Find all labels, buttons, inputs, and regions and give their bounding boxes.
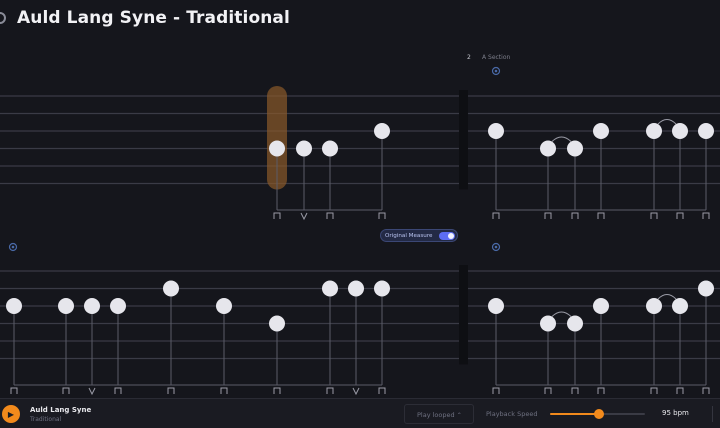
note-head [567,140,583,157]
note-head [374,123,390,139]
note-head [163,280,179,297]
section-label: A Section [482,54,511,61]
note-head [58,298,74,314]
downstroke-icon [650,212,658,219]
downstroke-icon [167,387,175,394]
speed-slider-handle[interactable] [594,409,605,419]
downstroke-icon [378,212,386,219]
note-head [540,315,556,332]
downstroke-icon [326,387,334,394]
note-head [593,123,609,139]
measure-marker-dot [11,245,15,249]
toggle-label: Original Measure [385,232,433,239]
note-head [322,140,338,157]
note-tie [657,119,677,125]
note-head [593,298,609,314]
note-head [698,280,714,297]
note-head [216,298,232,314]
play-button[interactable]: ▶ [2,405,20,423]
page-title: Auld Lang Syne - Traditional [17,8,290,28]
downstroke-icon [220,387,228,394]
note-head [646,298,662,314]
downstroke-icon [650,387,658,394]
downstroke-icon [676,212,684,219]
note-tie [551,311,572,317]
note-head [269,315,285,332]
note-tie [657,294,677,300]
back-circle-icon[interactable] [0,12,6,24]
note-head [269,140,285,157]
note-head [488,298,504,314]
player-bar: ▶ Auld Lang Syne Traditional Play looped… [0,398,720,428]
downstroke-icon [378,387,386,394]
downstroke-icon [62,387,70,394]
upstroke-icon [88,387,96,396]
measure-number: 2 [467,54,471,61]
downstroke-icon [597,387,605,394]
tablature-canvas [0,66,720,396]
note-head [488,123,504,139]
note-head [672,123,688,139]
speed-slider[interactable] [550,409,645,419]
downstroke-icon [492,212,500,219]
note-head [374,280,390,297]
playback-speed-label: Playback Speed [486,410,538,418]
upstroke-icon [300,212,308,221]
bar-line [459,90,468,190]
note-head [672,298,688,314]
downstroke-icon [273,387,281,394]
bar-line [459,265,468,365]
play-looped-button[interactable]: Play looped ⌃ [404,404,474,424]
note-tie [551,136,572,142]
measure-marker-icon [8,242,18,252]
note-head [567,315,583,332]
track-artist: Traditional [30,416,62,423]
measure-marker-dot [494,245,498,249]
note-head [110,298,126,314]
tablature-area[interactable]: 2 A Section [0,40,720,396]
note-head [84,298,100,314]
note-head [322,280,338,297]
downstroke-icon [114,387,122,394]
note-head [348,280,364,297]
downstroke-icon [676,387,684,394]
playhead-highlight [267,86,287,190]
note-head [540,140,556,157]
note-head [698,123,714,139]
downstroke-icon [326,212,334,219]
downstroke-icon [544,387,552,394]
downstroke-icon [571,212,579,219]
note-head [6,298,22,314]
bpm-value: 95 bpm [662,409,689,417]
downstroke-icon [492,387,500,394]
downstroke-icon [571,387,579,394]
title-bar: Auld Lang Syne - Traditional [0,0,720,40]
note-head [646,123,662,139]
downstroke-icon [544,212,552,219]
downstroke-icon [702,387,710,394]
track-name: Auld Lang Syne [30,406,92,414]
measure-marker-icon [491,242,501,252]
original-measure-toggle[interactable]: Original Measure [380,229,458,242]
measure-marker-dot [494,69,498,73]
chevron-up-icon: ⌃ [456,412,462,419]
downstroke-icon [273,212,281,219]
toggle-switch-icon[interactable] [439,232,455,240]
downstroke-icon [10,387,18,394]
downstroke-icon [597,212,605,219]
divider [712,406,713,422]
measure-marker-icon [491,66,501,76]
play-icon: ▶ [7,409,15,419]
play-looped-label: Play looped [417,411,455,419]
note-head [296,140,312,157]
speed-slider-fill [550,413,600,415]
upstroke-icon [352,387,360,396]
downstroke-icon [702,212,710,219]
